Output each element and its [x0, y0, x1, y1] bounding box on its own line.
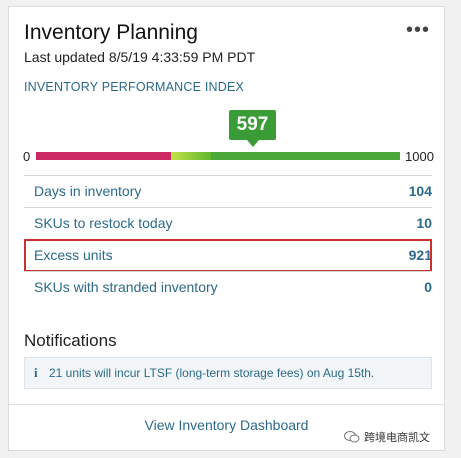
last-updated-text: Last updated 8/5/19 4:33:59 PM PDT: [24, 49, 256, 65]
metric-row-days-in-inventory[interactable]: Days in inventory 104: [24, 175, 432, 207]
view-inventory-dashboard-link[interactable]: View Inventory Dashboard: [144, 417, 309, 433]
footer-divider: [9, 404, 444, 405]
ipi-score-bar: [36, 152, 400, 160]
watermark-text: 跨境电商凯文: [364, 431, 430, 444]
more-options-icon[interactable]: •••: [405, 19, 430, 41]
inventory-planning-card: Inventory Planning ••• Last updated 8/5/…: [8, 6, 445, 451]
metric-label: Excess units: [34, 247, 113, 263]
metric-row-skus-to-restock[interactable]: SKUs to restock today 10: [24, 207, 432, 239]
ipi-score-pointer: [247, 140, 259, 147]
metric-value[interactable]: 0: [424, 279, 432, 295]
watermark: 跨境电商凯文: [340, 427, 434, 447]
metric-label: SKUs with stranded inventory: [34, 279, 218, 295]
card-title: Inventory Planning: [24, 21, 198, 44]
metric-label: SKUs to restock today: [34, 215, 173, 231]
metric-value[interactable]: 921: [408, 247, 432, 263]
notifications-title: Notifications: [24, 331, 117, 350]
ipi-scale-max: 1000: [405, 149, 434, 164]
notification-text: 21 units will incur LTSF (long-term stor…: [49, 366, 375, 380]
notification-item[interactable]: i 21 units will incur LTSF (long-term st…: [24, 357, 432, 389]
ipi-label[interactable]: INVENTORY PERFORMANCE INDEX: [24, 80, 245, 94]
ipi-scale-min: 0: [23, 149, 31, 164]
metric-label: Days in inventory: [34, 183, 142, 199]
ipi-score-badge: 597: [229, 110, 276, 140]
metric-row-stranded-inventory[interactable]: SKUs with stranded inventory 0: [24, 271, 432, 303]
ipi-bar-red-segment: [36, 152, 171, 160]
info-icon: i: [34, 365, 38, 380]
metric-value[interactable]: 104: [408, 183, 432, 199]
ipi-bar-yellow-segment: [171, 152, 211, 160]
metric-value[interactable]: 10: [416, 215, 432, 231]
ipi-bar-green-segment: [211, 152, 400, 160]
excess-units-highlight-box: [24, 239, 432, 272]
chat-bubble-icon: [344, 431, 360, 443]
